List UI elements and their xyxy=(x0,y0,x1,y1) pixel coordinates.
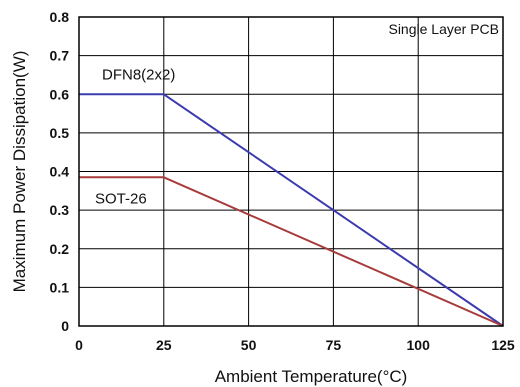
x-tick-label: 0 xyxy=(75,337,83,353)
y-tick-label: 0.7 xyxy=(50,48,70,64)
x-axis-title: Ambient Temperature(°C) xyxy=(215,367,408,386)
y-tick-labels: 0 0.1 0.2 0.3 0.4 0.5 0.6 0.7 0.8 xyxy=(50,9,70,334)
x-tick-label: 100 xyxy=(407,337,431,353)
y-tick-label: 0.1 xyxy=(50,279,70,295)
y-tick-label: 0 xyxy=(61,318,69,334)
y-tick-label: 0.6 xyxy=(50,86,70,102)
series-lines xyxy=(79,93,504,327)
series-label-sot26: SOT-26 xyxy=(95,190,147,207)
y-axis-title: Maximum Power Dissipation(W) xyxy=(10,51,29,293)
x-tick-label: 125 xyxy=(491,337,515,353)
x-tick-label: 25 xyxy=(156,337,172,353)
plot-frame xyxy=(78,16,504,327)
series-line-dfn8 xyxy=(79,93,504,327)
y-tick-label: 0.5 xyxy=(50,125,70,141)
y-tick-label: 0.3 xyxy=(50,202,70,218)
x-tick-label: 75 xyxy=(326,337,342,353)
grid-lines xyxy=(79,17,503,326)
series-label-dfn8: DFN8(2x2) xyxy=(102,66,175,83)
x-tick-label: 50 xyxy=(241,337,257,353)
series-line-sot26 xyxy=(79,176,504,327)
y-tick-label: 0.2 xyxy=(50,241,70,257)
x-tick-labels: 0 25 50 75 100 125 xyxy=(75,337,515,353)
chart-annotation: Single Layer PCB xyxy=(388,21,499,37)
y-tick-label: 0.8 xyxy=(50,9,70,25)
y-tick-label: 0.4 xyxy=(50,164,70,180)
